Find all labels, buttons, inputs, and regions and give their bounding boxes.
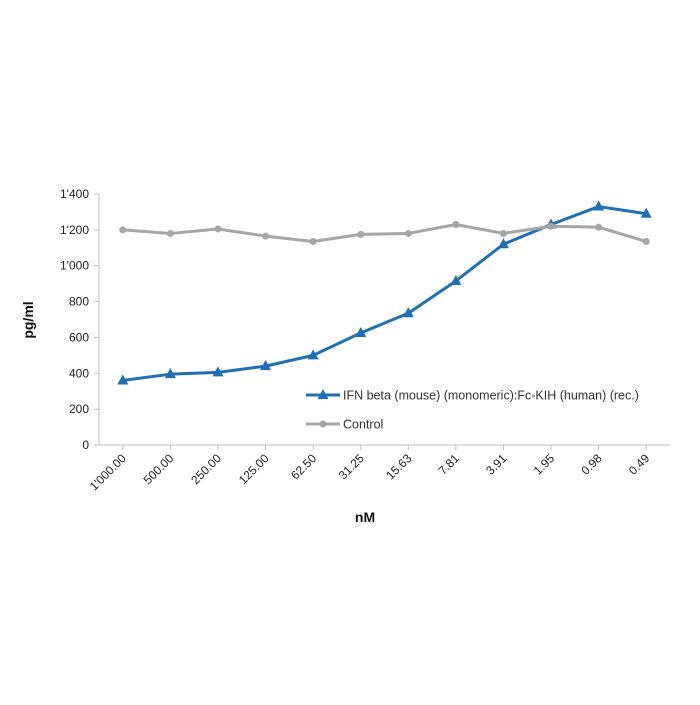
data-point	[452, 220, 460, 228]
y-tick-label: 0	[82, 438, 89, 452]
x-tick-label: 7.81	[436, 451, 463, 478]
y-tick-label: 200	[69, 402, 89, 416]
legend: IFN beta (mouse) (monomeric):Fc-KIH (hum…	[306, 389, 639, 432]
y-tick-label: 1'400	[60, 187, 89, 201]
data-point	[547, 222, 555, 230]
legend-item: IFN beta (mouse) (monomeric):Fc-KIH (hum…	[306, 389, 639, 403]
y-tick-label: 1'000	[60, 259, 89, 273]
series-group	[117, 200, 652, 385]
x-tick-label: 1'000.00	[87, 451, 129, 493]
legend-marker	[319, 420, 327, 428]
legend-label: Control	[343, 418, 383, 432]
y-axis-title: pg/ml	[20, 301, 36, 338]
data-point	[212, 366, 224, 377]
legend-label: IFN beta (mouse) (monomeric):Fc-KIH (hum…	[343, 389, 639, 403]
data-point	[262, 232, 270, 240]
series-line	[122, 205, 647, 382]
data-point	[357, 230, 365, 238]
data-point	[307, 349, 319, 360]
data-point	[260, 360, 272, 371]
axes	[94, 193, 670, 450]
series-line	[122, 222, 647, 244]
data-point	[499, 229, 507, 237]
data-point	[593, 200, 605, 211]
data-point	[164, 368, 176, 379]
data-point	[355, 326, 367, 337]
x-axis-title: nM	[355, 509, 375, 525]
data-point	[497, 238, 509, 249]
x-tick-label: 125.00	[236, 451, 272, 487]
data-point	[402, 307, 414, 318]
data-point	[309, 238, 317, 246]
data-point	[595, 223, 603, 231]
x-tick-label: 3.91	[483, 451, 510, 478]
x-tick-label: 0.98	[578, 451, 605, 478]
series-1	[119, 220, 650, 246]
data-point	[119, 226, 127, 234]
data-point	[450, 274, 462, 285]
series-0	[117, 200, 652, 385]
data-point	[404, 229, 412, 237]
x-tick-label: 0.49	[626, 451, 653, 478]
x-tick-label: 62.50	[288, 451, 319, 482]
y-tick-label: 800	[69, 295, 89, 309]
x-tick-label: 15.63	[383, 451, 414, 482]
data-point	[642, 238, 650, 246]
y-tick-label: 600	[69, 330, 89, 344]
data-point	[117, 374, 129, 385]
data-point	[640, 207, 652, 218]
x-tick-label: 500.00	[141, 451, 177, 487]
legend-item: Control	[306, 418, 383, 432]
data-point	[166, 229, 174, 237]
legend-marker	[317, 389, 329, 399]
y-tick-label: 400	[69, 366, 89, 380]
x-tick-label: 31.25	[336, 451, 367, 482]
x-tick-label: 250.00	[188, 451, 224, 487]
x-tick-label: 1.95	[531, 451, 558, 478]
data-point	[214, 225, 222, 233]
y-tick-label: 1'200	[60, 223, 89, 237]
